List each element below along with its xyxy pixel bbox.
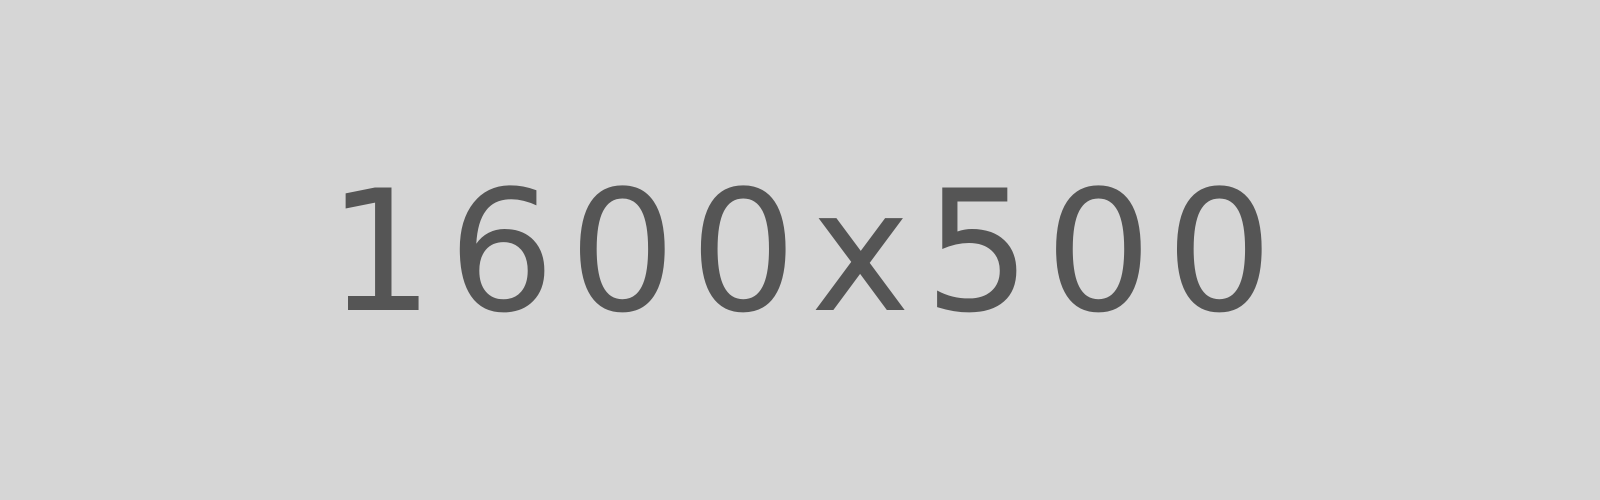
placeholder-dimensions-label: 1600x500	[327, 154, 1287, 350]
